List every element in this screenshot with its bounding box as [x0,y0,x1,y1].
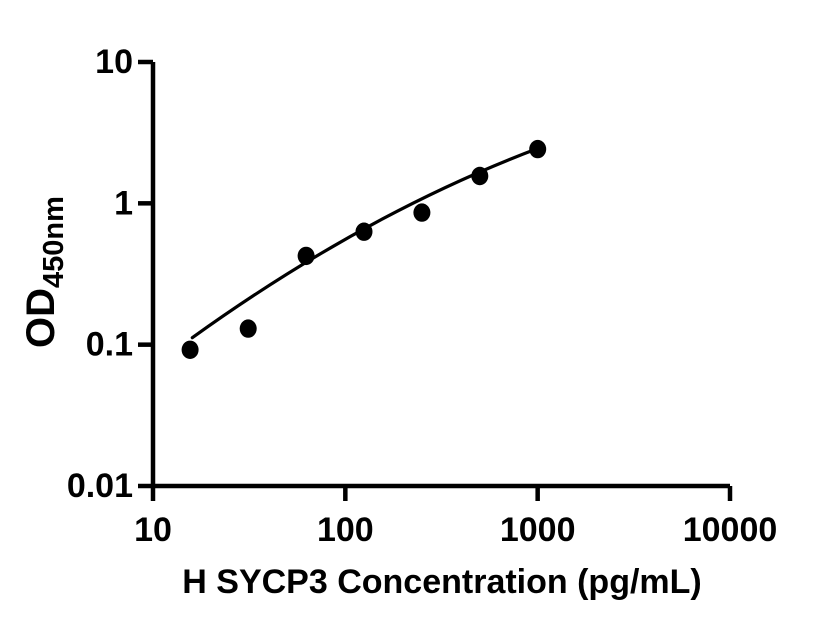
y-tick-label: 10 [95,43,133,81]
data-series [181,139,547,359]
x-tick-label: 1000 [500,511,576,549]
data-point [181,340,199,359]
data-point [239,319,257,338]
data-point [529,139,547,159]
data-point [297,246,315,266]
axes [138,59,733,501]
axis-lines [150,62,730,489]
y-axis-title: OD450nm [19,196,70,348]
x-tick-label: 10000 [683,511,778,549]
y-tick-label: 0.01 [67,467,133,505]
y-axis-title-subscript: 450nm [38,196,70,288]
y-tick-labels: 10 1 0.1 0.01 [67,43,133,505]
x-tick-label: 100 [317,511,374,549]
data-point [471,166,489,186]
data-point [413,203,431,222]
data-point [355,222,373,241]
y-tick-label: 0.1 [86,326,133,364]
y-axis-title-main: OD [19,288,63,348]
x-tick-label: 10 [134,511,172,549]
x-axis-title: H SYCP3 Concentration (pg/mL) [182,563,701,601]
y-tick-label: 1 [114,184,133,222]
x-tick-labels: 10 100 1000 10000 [134,511,777,549]
